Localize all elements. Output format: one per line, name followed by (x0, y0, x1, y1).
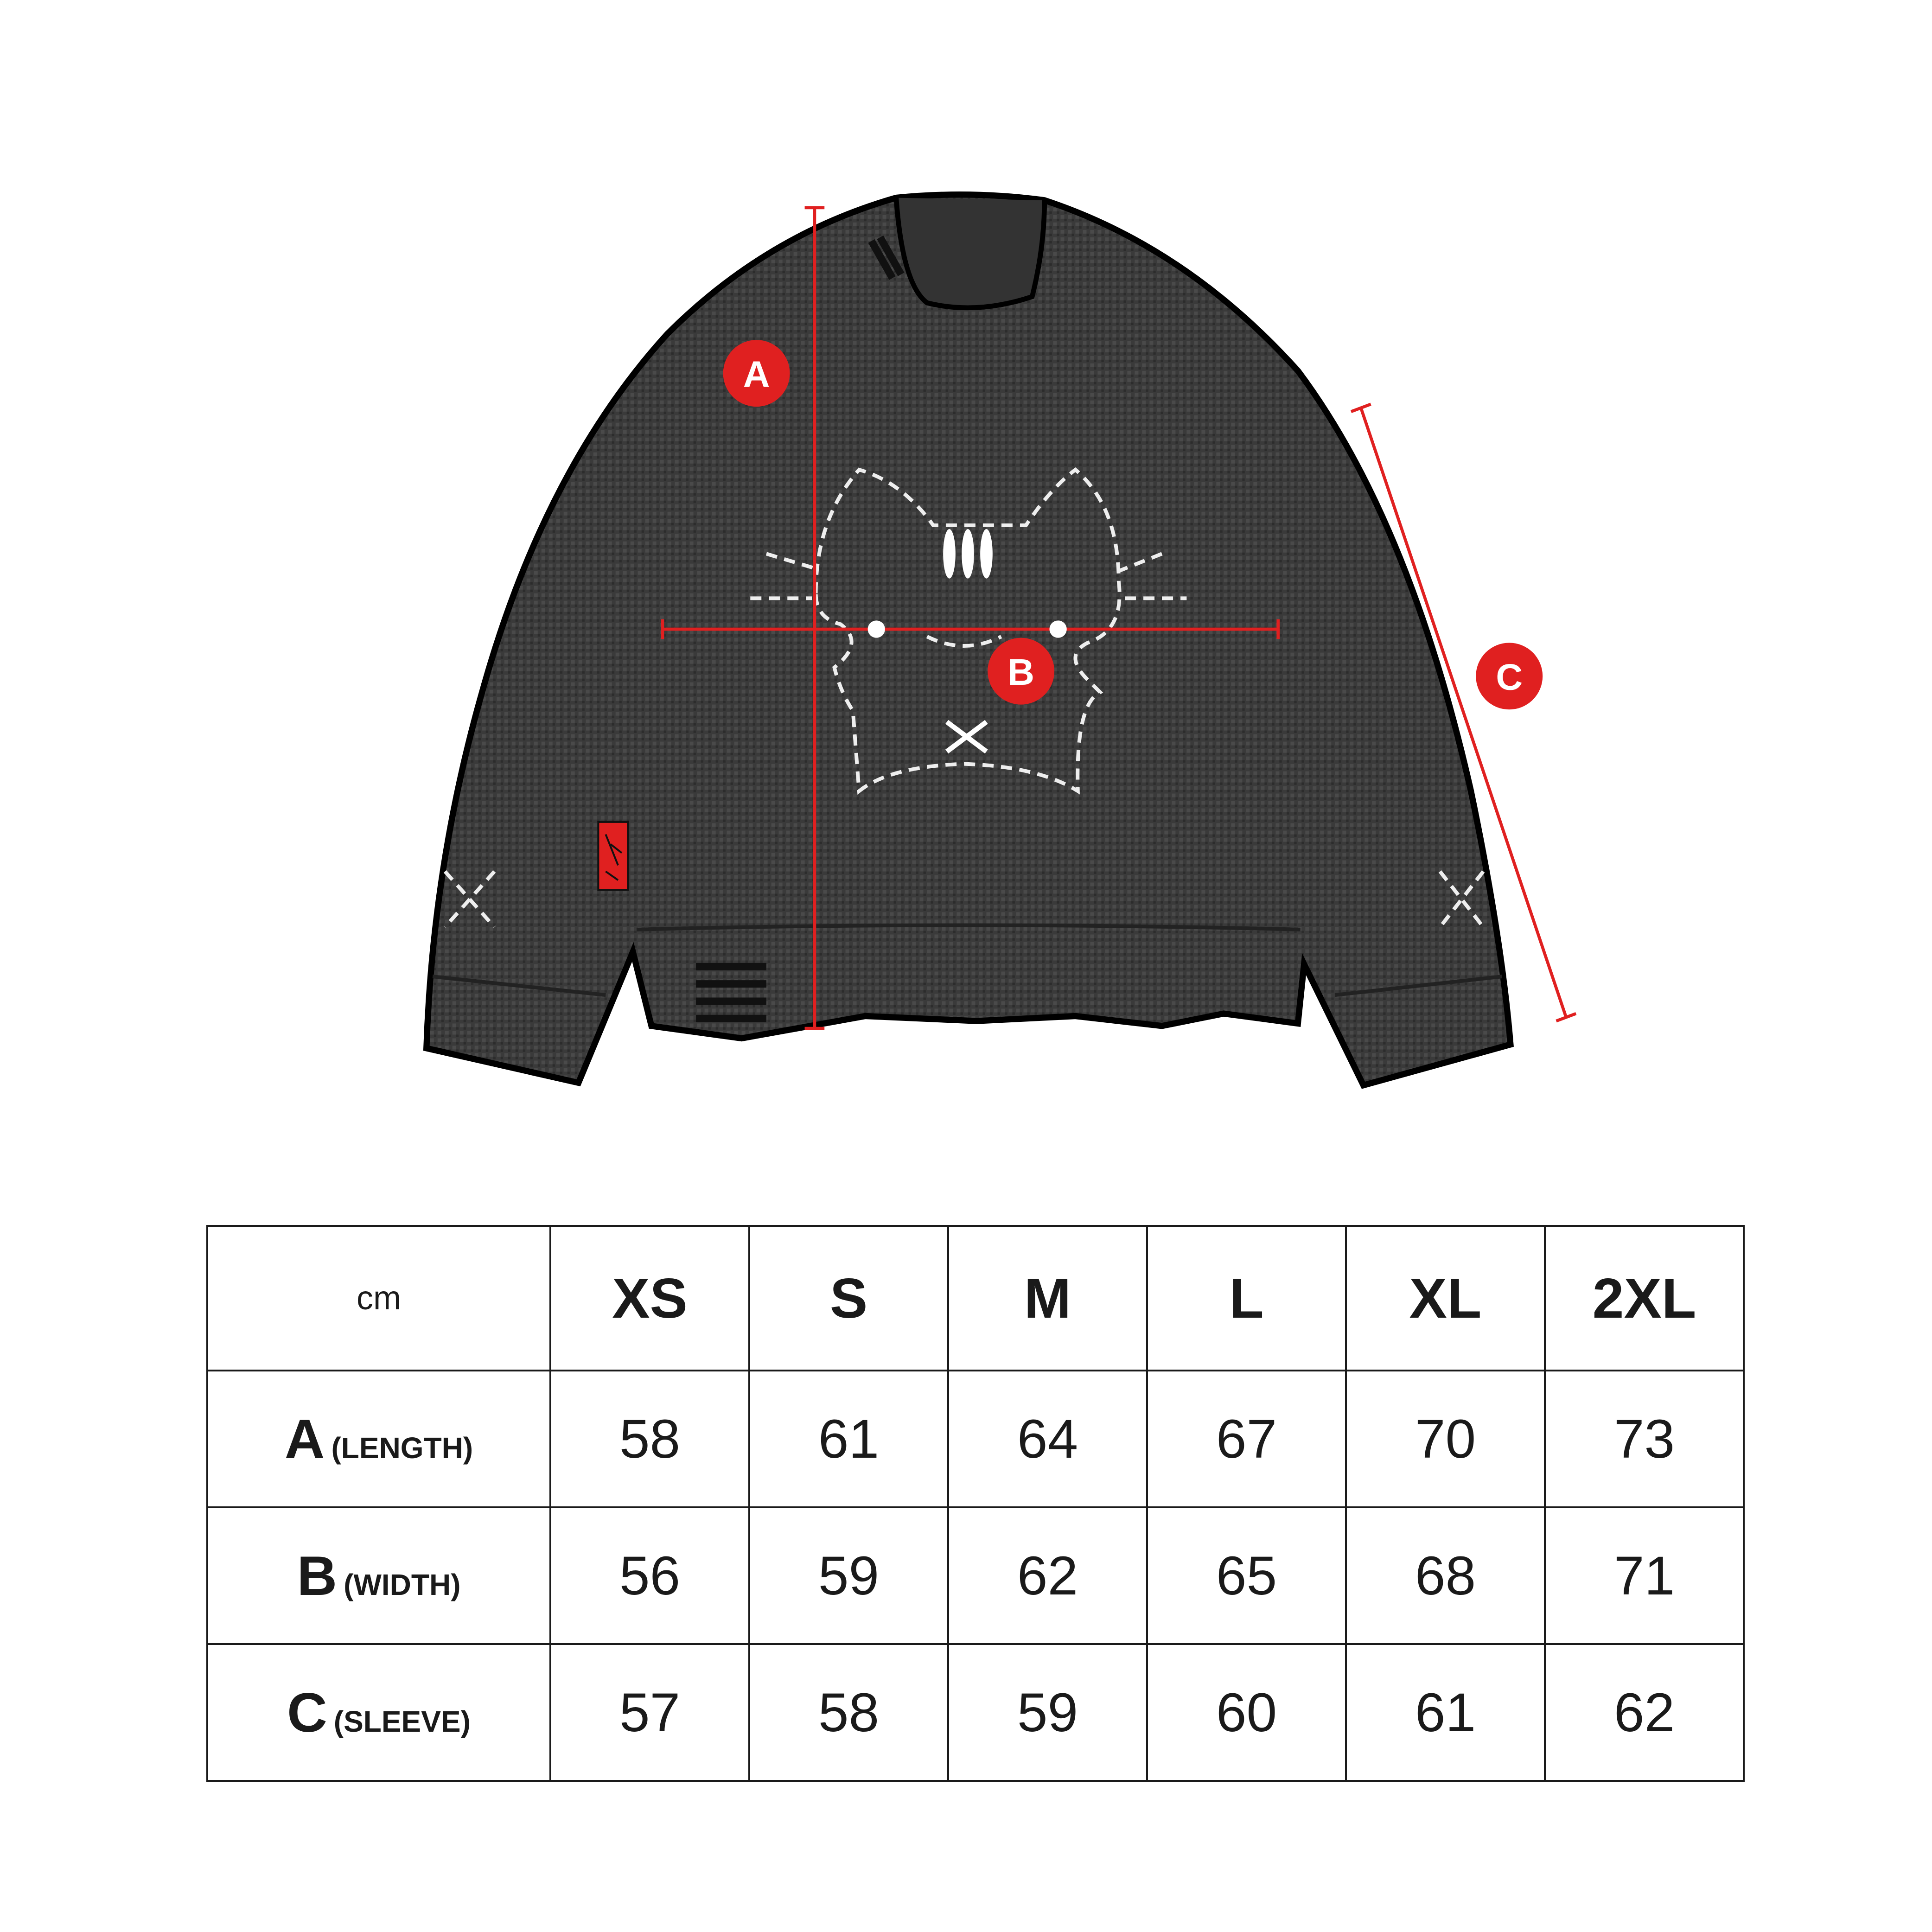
table-cell: 64 (947, 1370, 1148, 1508)
table-cell: 61 (748, 1370, 949, 1508)
row-letter: C (287, 1681, 327, 1744)
table-cell: 73 (1544, 1370, 1745, 1508)
marker-a: A (723, 340, 790, 407)
table-cell: 60 (1146, 1643, 1347, 1782)
table-cell: 71 (1544, 1506, 1745, 1645)
table-cell: 59 (748, 1506, 949, 1645)
measure-line-a (804, 206, 825, 1030)
size-header: XS (549, 1225, 750, 1371)
table-header-row: cm XS S M L XL 2XL (206, 1225, 1745, 1371)
row-name: (LENGTH) (331, 1431, 473, 1465)
b-point-left (867, 620, 885, 638)
table-cell: 62 (947, 1506, 1148, 1645)
row-label: B (WIDTH) (206, 1506, 551, 1645)
row-letter: A (284, 1408, 325, 1470)
cat-graphic (443, 467, 1485, 929)
b-point-right (1049, 620, 1067, 638)
table-cell: 70 (1345, 1370, 1546, 1508)
row-name: (WIDTH) (344, 1568, 461, 1601)
right-cuff-rib (1334, 975, 1502, 997)
row-label: A (LENGTH) (206, 1370, 551, 1508)
unit-label: cm (357, 1280, 401, 1317)
cat-eyes (943, 529, 993, 579)
table-cell: 58 (549, 1370, 750, 1508)
measure-line-c (1350, 402, 1577, 1023)
size-table: cm XS S M L XL 2XL A (LENGTH) 58 61 64 67… (206, 1225, 1745, 1782)
size-header: M (947, 1225, 1148, 1371)
collar (893, 198, 1047, 311)
distressed-patch (695, 235, 905, 1022)
size-header: L (1146, 1225, 1347, 1371)
size-header: XL (1345, 1225, 1546, 1371)
table-cell: 56 (549, 1506, 750, 1645)
unit-cell: cm (206, 1225, 551, 1371)
marker-b: B (988, 638, 1055, 705)
table-row: A (LENGTH) 58 61 64 67 70 73 (206, 1370, 1745, 1508)
svg-text:C: C (1496, 657, 1523, 698)
svg-text:A: A (743, 353, 770, 395)
marker-c: C (1476, 643, 1543, 710)
measure-line-b (661, 619, 1280, 639)
row-name: (SLEEVE) (333, 1704, 471, 1738)
svg-text:B: B (1007, 651, 1034, 693)
left-cuff-rib (432, 975, 606, 997)
table-cell: 68 (1345, 1506, 1546, 1645)
table-row: C (SLEEVE) 57 58 59 60 61 62 (206, 1643, 1745, 1782)
size-header: S (748, 1225, 949, 1371)
signature-icon (605, 834, 623, 881)
hem-rib (636, 923, 1301, 931)
table-cell: 61 (1345, 1643, 1546, 1782)
table-cell: 58 (748, 1643, 949, 1782)
table-cell: 59 (947, 1643, 1148, 1782)
row-letter: B (297, 1544, 338, 1607)
size-header: 2XL (1544, 1225, 1745, 1371)
row-label: C (SLEEVE) (206, 1643, 551, 1782)
table-cell: 65 (1146, 1506, 1347, 1645)
table-cell: 62 (1544, 1643, 1745, 1782)
sweater-body (423, 191, 1514, 1089)
table-cell: 57 (549, 1643, 750, 1782)
signature-label-tag (597, 821, 629, 891)
cat-x-mark (945, 720, 988, 754)
table-cell: 67 (1146, 1370, 1347, 1508)
table-row: B (WIDTH) 56 59 62 65 68 71 (206, 1506, 1745, 1645)
